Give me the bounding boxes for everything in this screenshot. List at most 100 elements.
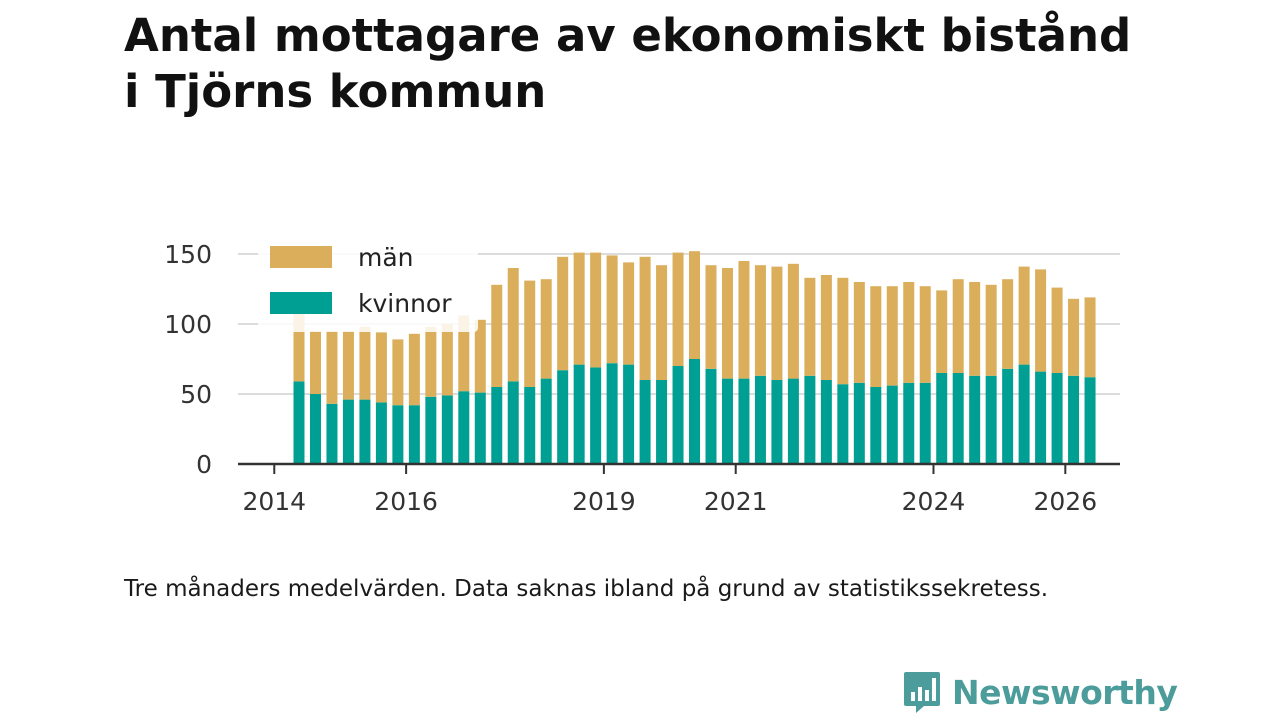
bar-man-28 (754, 265, 766, 376)
bar-man-36 (886, 286, 898, 386)
bar-kvinnor-31 (804, 375, 816, 464)
bar-kvinnor-39 (936, 373, 948, 464)
bar-man-42 (985, 284, 997, 376)
bar-man-38 (919, 286, 931, 383)
bar-kvinnor-25 (705, 368, 717, 464)
bar-kvinnor-27 (738, 378, 750, 464)
chart-title-line-2: i Tjörns kommun (124, 65, 547, 118)
axes: 0 50 100 150 2014 2016 2019 2021 2024 2026 (164, 240, 1120, 516)
bar-kvinnor-20 (623, 364, 635, 464)
bar-kvinnor-3 (342, 399, 354, 464)
bar-man-13 (507, 268, 519, 382)
chart-title: Antal mottagare av ekonomiskt bistånd i … (124, 8, 1224, 120)
y-tick-label-50: 50 (180, 380, 212, 409)
bar-man-7 (408, 333, 420, 406)
bar-man-24 (689, 251, 701, 359)
bar-man-12 (491, 284, 503, 387)
bar-kvinnor-22 (656, 380, 668, 464)
bar-man-10 (458, 315, 470, 392)
bar-kvinnor-28 (754, 375, 766, 464)
bar-chart-speech-bubble-icon (904, 672, 940, 713)
x-tick-label-2021: 2021 (704, 487, 768, 516)
bar-kvinnor-38 (919, 382, 931, 464)
bar-man-1 (309, 331, 321, 394)
x-tick-label-2026: 2026 (1034, 487, 1098, 516)
bar-man-8 (425, 326, 437, 397)
y-tick-label-100: 100 (164, 310, 212, 339)
bar-man-44 (1018, 266, 1030, 365)
x-tick-label-2014: 2014 (242, 487, 306, 516)
y-tick-label-150: 150 (164, 240, 212, 269)
bar-kvinnor-13 (507, 381, 519, 464)
bars (293, 251, 1096, 464)
bar-man-35 (870, 286, 882, 387)
bar-man-2 (326, 331, 338, 404)
bar-kvinnor-42 (985, 375, 997, 464)
bar-man-23 (672, 252, 684, 366)
chart-caption: Tre månaders medelvärden. Data saknas ib… (124, 576, 1049, 602)
bar-kvinnor-48 (1084, 377, 1096, 464)
bar-kvinnor-24 (689, 359, 701, 464)
bar-man-34 (853, 282, 865, 383)
bar-kvinnor-34 (853, 382, 865, 464)
brand-name: Newsworthy (952, 672, 1178, 712)
bar-kvinnor-9 (441, 395, 453, 464)
bar-man-26 (721, 268, 733, 379)
bar-kvinnor-18 (590, 367, 602, 464)
bar-kvinnor-26 (721, 378, 733, 464)
bar-man-33 (837, 277, 849, 385)
bar-kvinnor-1 (309, 394, 321, 464)
bar-man-16 (557, 256, 569, 371)
x-tick-label-2024: 2024 (902, 487, 966, 516)
bar-man-9 (441, 324, 453, 396)
bar-man-22 (656, 265, 668, 380)
x-tick-label-2019: 2019 (572, 487, 636, 516)
bar-man-19 (606, 255, 618, 364)
x-tick-label-2016: 2016 (374, 487, 438, 516)
bar-kvinnor-19 (606, 363, 618, 464)
bar-kvinnor-8 (425, 396, 437, 464)
bar-kvinnor-43 (1002, 368, 1014, 464)
bar-kvinnor-33 (837, 384, 849, 464)
bar-kvinnor-7 (408, 405, 420, 464)
bar-man-21 (639, 256, 651, 380)
bar-man-32 (820, 275, 832, 380)
brand-logo: Newsworthy (902, 670, 1178, 714)
bar-kvinnor-12 (491, 387, 503, 464)
bar-man-11 (474, 319, 486, 393)
y-tick-label-0: 0 (196, 450, 212, 479)
bar-kvinnor-46 (1051, 373, 1063, 464)
bar-man-6 (392, 339, 404, 406)
bar-man-45 (1035, 269, 1047, 372)
bar-man-5 (375, 332, 387, 403)
bar-kvinnor-10 (458, 391, 470, 464)
bar-kvinnor-23 (672, 366, 684, 464)
bar-man-46 (1051, 287, 1063, 373)
bar-man-48 (1084, 297, 1096, 378)
legend-swatch-man (270, 246, 332, 268)
bar-kvinnor-45 (1035, 371, 1047, 464)
bar-kvinnor-15 (540, 378, 552, 464)
bar-man-27 (738, 261, 750, 379)
bar-kvinnor-32 (820, 380, 832, 464)
bar-kvinnor-21 (639, 380, 651, 464)
bar-kvinnor-11 (474, 392, 486, 464)
bar-man-3 (342, 331, 354, 400)
bar-kvinnor-16 (557, 370, 569, 464)
legend-label-man: män (358, 243, 414, 272)
bar-man-40 (952, 279, 964, 373)
bar-man-0 (293, 307, 305, 382)
legend-swatch-kvinnor (270, 292, 332, 314)
bar-kvinnor-4 (359, 399, 371, 464)
bar-kvinnor-29 (771, 380, 783, 464)
bar-kvinnor-40 (952, 373, 964, 464)
bar-man-41 (969, 282, 981, 376)
bar-kvinnor-6 (392, 405, 404, 464)
bar-man-37 (903, 282, 915, 383)
bar-man-20 (623, 262, 635, 365)
bar-man-31 (804, 277, 816, 376)
bar-man-39 (936, 290, 948, 373)
chart-title-line-1: Antal mottagare av ekonomiskt bistånd (124, 9, 1132, 62)
bar-kvinnor-44 (1018, 364, 1030, 464)
bar-man-25 (705, 265, 717, 369)
